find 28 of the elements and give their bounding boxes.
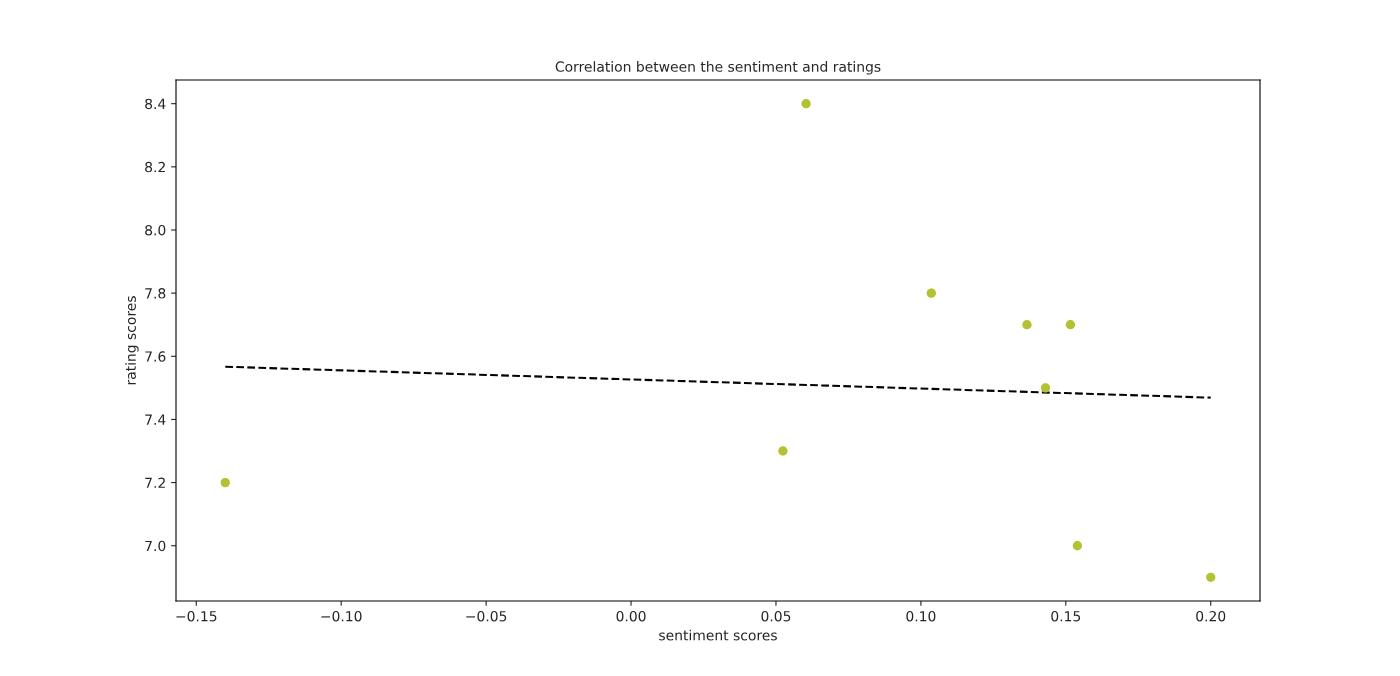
x-axis-title: sentiment scores bbox=[659, 629, 777, 641]
point bbox=[801, 99, 811, 109]
y-tick-label: 7.6 bbox=[145, 351, 166, 362]
x-tick-label: −0.15 bbox=[176, 610, 217, 622]
point bbox=[220, 477, 230, 488]
point bbox=[778, 446, 788, 456]
x-tick-label: −0.10 bbox=[321, 610, 362, 622]
x-tick-label: 0.00 bbox=[616, 610, 646, 622]
x-tick-label: −0.05 bbox=[466, 610, 507, 622]
y-tick-label: 7.2 bbox=[145, 477, 165, 488]
x-tick-label: 0.10 bbox=[906, 610, 936, 622]
point bbox=[1040, 383, 1051, 393]
y-tick-label: 7.0 bbox=[145, 540, 166, 552]
y-tick-label: 8.0 bbox=[145, 224, 166, 236]
point bbox=[1206, 572, 1216, 582]
y-axis-title: rating scores bbox=[125, 296, 139, 385]
x-tick-label: 0.15 bbox=[1051, 610, 1081, 622]
x-tick-label: 0.05 bbox=[761, 610, 791, 622]
point bbox=[1022, 320, 1032, 330]
point bbox=[1072, 541, 1083, 551]
point bbox=[1065, 320, 1076, 330]
point bbox=[926, 288, 936, 298]
y-tick-label: 7.4 bbox=[145, 414, 166, 425]
y-tick-label: 8.2 bbox=[145, 161, 165, 173]
chart-title: Correlation between the sentiment and ratings bbox=[555, 61, 881, 75]
x-tick-label: 0.20 bbox=[1196, 610, 1226, 622]
y-tick-label: 7.8 bbox=[145, 288, 166, 299]
y-tick-label: 8.4 bbox=[145, 98, 166, 110]
